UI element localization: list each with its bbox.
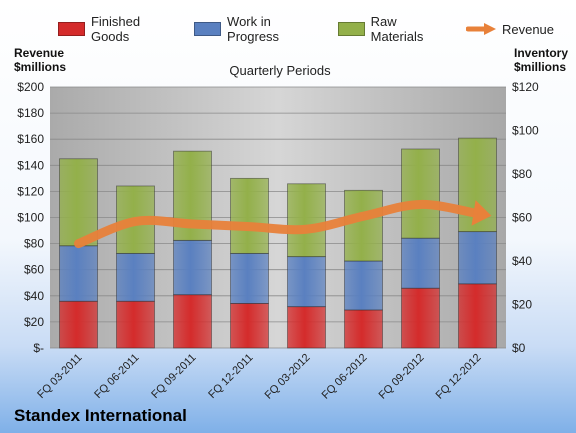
revenue-point — [420, 203, 421, 205]
bar-finished-goods — [59, 300, 98, 349]
revenue-arrowhead — [471, 200, 492, 226]
right-tick-label: $40 — [512, 254, 532, 268]
revenue-point — [363, 215, 364, 217]
legend-swatch-finished-goods — [58, 22, 85, 36]
x-tick-label: FQ 12-2011 — [206, 352, 255, 401]
left-axis-title: Revenue $millions — [14, 46, 66, 74]
left-tick-label: $200 — [17, 80, 44, 94]
bar-finished-goods — [173, 294, 212, 349]
legend-item-raw-materials: Raw Materials — [337, 14, 444, 44]
right-tick-label: $60 — [512, 211, 532, 225]
bar-raw-materials — [230, 177, 269, 254]
bar-work-in-progress — [230, 252, 269, 304]
x-tick-label: FQ 03-2012 — [263, 352, 313, 402]
revenue-point — [306, 228, 307, 230]
revenue-point — [477, 213, 478, 215]
left-tick-label: $160 — [17, 132, 44, 146]
legend-item-work-in-progress: Work in Progress — [194, 14, 316, 44]
right-axis-title-line-1: Inventory — [514, 46, 569, 60]
bar-work-in-progress — [458, 231, 497, 285]
legend: Finished Goods Work in Progress Raw Mate… — [58, 14, 576, 44]
x-tick-label: FQ 03-2011 — [35, 352, 84, 401]
legend-item-revenue: Revenue — [465, 14, 555, 44]
right-axis-title: Inventory $millions — [514, 46, 568, 74]
bar-finished-goods — [230, 303, 269, 349]
right-axis-title-line-2: $millions — [514, 60, 567, 74]
bar-raw-materials — [344, 189, 383, 262]
bar-work-in-progress — [116, 252, 155, 302]
left-tick-label: $40 — [24, 289, 44, 303]
bar-raw-materials — [401, 148, 440, 239]
left-tick-label: $100 — [17, 211, 44, 225]
left-axis-title-line-2: $millions — [14, 60, 67, 74]
bar-finished-goods — [458, 283, 497, 349]
legend-label-work-in-progress: Work in Progress — [227, 14, 280, 44]
left-tick-label: $- — [33, 341, 44, 355]
bar-finished-goods — [401, 287, 440, 349]
left-tick-label: $180 — [17, 106, 44, 120]
legend-label-finished-goods: Finished Goods — [90, 14, 141, 44]
legend-swatch-revenue — [465, 23, 496, 35]
legend-label-revenue: Revenue — [501, 21, 555, 37]
right-tick-label: $20 — [512, 298, 532, 312]
right-tick-label: $100 — [512, 124, 539, 138]
bar-raw-materials — [287, 183, 326, 258]
x-tick-label: FQ 09-2012 — [377, 352, 427, 402]
bar-work-in-progress — [401, 237, 440, 289]
revenue-line — [74, 199, 482, 249]
left-tick-label: $20 — [24, 315, 44, 329]
legend-swatch-raw-materials — [337, 22, 365, 36]
bar-work-in-progress — [344, 260, 383, 311]
left-tick-label: $120 — [17, 184, 44, 198]
bar-raw-materials — [59, 158, 98, 247]
x-tick-label: FQ 09-2011 — [149, 352, 198, 401]
left-axis-title-line-1: Revenue — [14, 46, 65, 60]
left-tick-label: $140 — [17, 158, 44, 172]
right-tick-label: $80 — [512, 167, 532, 181]
revenue-point — [78, 243, 79, 245]
company-name: Standex International — [14, 406, 187, 425]
revenue-point — [135, 220, 136, 222]
revenue-point — [249, 226, 250, 228]
left-tick-label: $60 — [24, 263, 44, 277]
x-tick-label: FQ 06-2012 — [320, 352, 370, 402]
legend-item-finished-goods: Finished Goods — [58, 14, 172, 44]
right-tick-label: $0 — [512, 341, 526, 355]
bar-work-in-progress — [287, 256, 326, 308]
bar-finished-goods — [287, 306, 326, 349]
x-tick-label: FQ 06-2011 — [92, 352, 141, 401]
bar-finished-goods — [116, 300, 155, 349]
left-tick-label: $80 — [24, 237, 44, 251]
legend-label-raw-materials: Raw Materials — [370, 14, 424, 44]
x-tick-label: FQ 12-2012 — [434, 352, 484, 402]
bar-work-in-progress — [173, 239, 212, 296]
bar-work-in-progress — [59, 245, 98, 302]
chart-title: Quarterly Periods — [229, 63, 331, 78]
bar-finished-goods — [344, 309, 383, 349]
revenue-point — [192, 223, 193, 225]
legend-swatch-work-in-progress — [194, 22, 222, 36]
right-tick-label: $120 — [512, 80, 539, 94]
